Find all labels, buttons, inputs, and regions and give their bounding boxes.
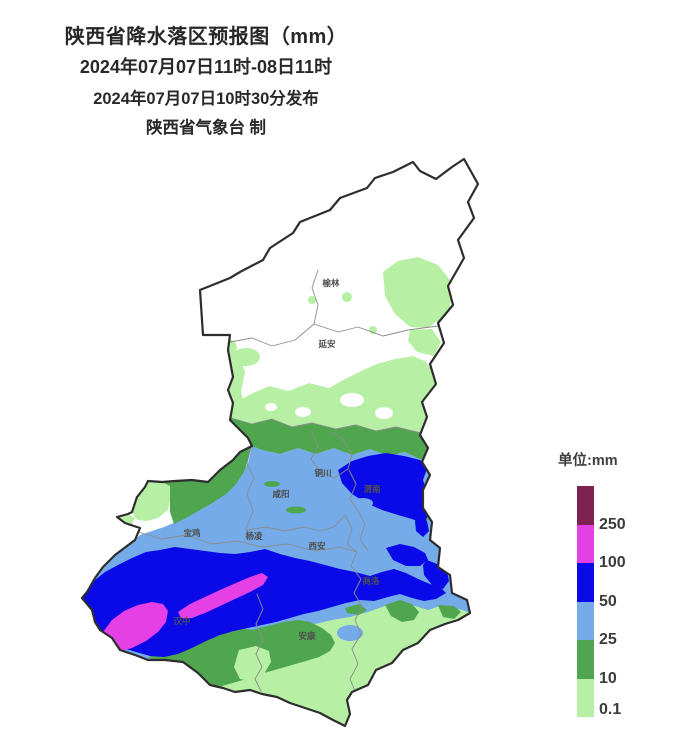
precip-hole-none: [375, 407, 393, 419]
precip-hole-25-gap: [369, 550, 385, 566]
legend-threshold-label: 250: [599, 515, 626, 533]
precip-area-10-north-band: [230, 418, 428, 460]
city-label: 西安: [308, 541, 326, 551]
prefecture-boundary: [344, 514, 363, 692]
precip-area-10-dot: [264, 481, 280, 487]
city-label: 商洛: [362, 576, 380, 586]
city-label: 铜川: [314, 468, 331, 478]
precip-hole-none: [265, 403, 277, 411]
precip-hole-none: [340, 393, 364, 407]
city-label: 宝鸡: [183, 528, 201, 538]
precip-hole-0.1-in-south-band: [234, 646, 271, 681]
precip-area-0.1-west: [195, 350, 213, 362]
precip-area-50-main-belt: [82, 547, 446, 657]
issue-time: 2024年07月07日10时30分发布: [93, 90, 319, 108]
page-title: 陕西省降水落区预报图（mm）: [64, 26, 348, 48]
precip-area-10-se2: [438, 605, 461, 619]
precip-area-50-ne-blob: [338, 453, 428, 524]
precip-hole-25: [353, 498, 373, 508]
province-border: [80, 157, 480, 728]
prefecture-boundary: [254, 593, 264, 692]
city-label: 榆林: [322, 278, 340, 288]
prefecture-boundaries: [137, 269, 439, 692]
legend-threshold-label: 0.1: [599, 701, 622, 718]
city-label: 咸阳: [272, 489, 289, 499]
precip-area-10-se: [385, 600, 419, 622]
precip-area-50-east-blob2: [423, 560, 449, 589]
legend-threshold-label: 50: [599, 592, 617, 610]
precip-area-0.1-lobe-tip: [132, 481, 170, 521]
prefecture-boundary: [310, 431, 353, 479]
prefecture-boundary: [229, 323, 439, 347]
legend-segment: [577, 524, 594, 563]
precip-area-25-pocket: [337, 625, 363, 641]
city-label: 汉中: [173, 616, 190, 626]
precip-area-50-east-blob: [415, 516, 429, 537]
precip-area-10-baoji-lobe: [162, 446, 252, 524]
precip-area-50-shangluo-blob: [386, 544, 428, 566]
legend-segment: [577, 601, 594, 640]
city-label: 杨凌: [245, 531, 263, 541]
city-label: 渭南: [363, 484, 381, 494]
legend-threshold-label: 25: [599, 631, 617, 648]
legend-segment: [577, 678, 594, 717]
precip-hole-none: [295, 407, 311, 417]
legend-segment: [577, 640, 594, 679]
legend-segment: [577, 563, 594, 602]
precip-area-0.1-ne2: [408, 329, 441, 356]
valid-period: 2024年07月07日11时-08日11时: [79, 57, 333, 77]
legend-threshold-label: 100: [599, 554, 626, 571]
prefecture-boundary: [230, 417, 422, 434]
prefecture-boundary: [137, 531, 358, 553]
legend-title: 单位:mm: [558, 453, 618, 469]
precip-area-0.1-west: [170, 322, 202, 340]
legend-segment: [577, 486, 594, 525]
legend-threshold-label: 10: [599, 669, 617, 687]
producer: 陕西省气象台 制: [145, 119, 267, 137]
precip-area-0.1-ne: [383, 257, 452, 328]
prefecture-boundary: [246, 514, 346, 532]
precip-area-10-dot: [286, 506, 306, 514]
prefecture-boundary: [348, 469, 369, 552]
prefecture-boundary: [311, 269, 319, 325]
prefecture-boundary: [245, 446, 255, 542]
city-label: 安康: [298, 631, 316, 641]
precip-area-100-blob1: [178, 573, 268, 618]
precip-area-0.1-dot: [308, 296, 316, 304]
legend-color-bar: 250 100 50 25 10 0.1: [577, 486, 626, 718]
city-label: 延安: [317, 339, 336, 349]
precip-area-0.1-south: [160, 601, 470, 726]
precip-area-100-blob2: [98, 602, 168, 652]
precip-area-0.1-dot: [342, 292, 352, 302]
